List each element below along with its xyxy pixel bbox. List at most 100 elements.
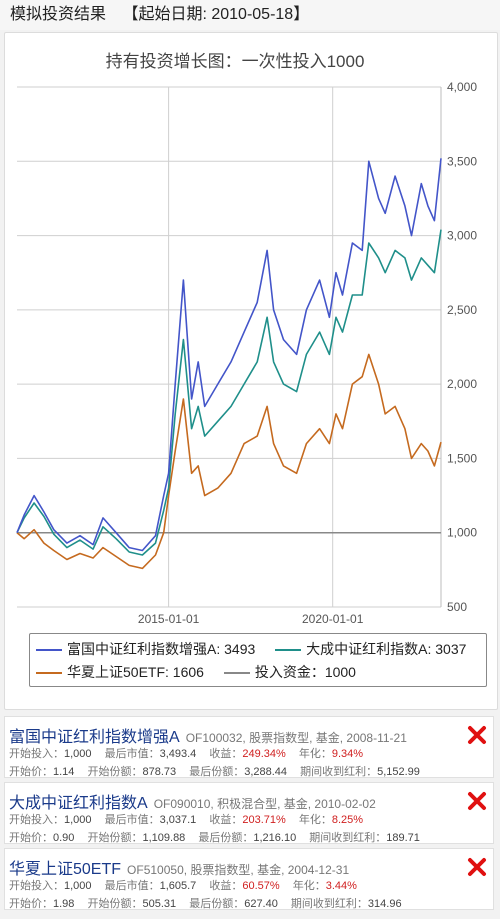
fund-stats-row: 开始投入：1,000 最后市值：1,605.7 收益：60.57% 年化：3.4… (9, 877, 367, 893)
stat-value: 3,493.4 (159, 748, 197, 760)
stat-value: 3,288.44 (244, 766, 288, 778)
stat-label: 期间收到红利： (309, 832, 387, 844)
fund-name[interactable]: 富国中证红利指数增强A (9, 729, 180, 746)
stat-value: 1,216.10 (253, 832, 297, 844)
legend-item-huaxia[interactable]: 华夏上证50ETF: 1606 (36, 661, 204, 683)
close-icon[interactable] (467, 725, 487, 745)
return-value: 249.34% (242, 748, 286, 760)
fund-share-row: 开始价：1.98 开始份额：505.31 最后份额：627.40 期间收到红利：… (9, 895, 412, 911)
stat-label: 期间收到红利： (300, 766, 378, 778)
stat-label: 开始份额： (87, 898, 143, 910)
fund-stats-row: 开始投入：1,000 最后市值：3,037.1 收益：203.71% 年化：8.… (9, 811, 373, 827)
stat-label: 年化： (298, 814, 332, 826)
annualized-value: 3.44% (325, 880, 357, 892)
stat-label: 开始投入： (9, 814, 64, 826)
stat-label: 年化： (298, 748, 332, 760)
fund-card-title: 华夏上证50ETF OF510050, 股票指数型, 基金, 2004-12-31 (9, 855, 349, 879)
y-tick-label: 1,500 (447, 451, 477, 465)
stat-value: 1.14 (53, 766, 75, 778)
stat-value: 1,109.88 (142, 832, 186, 844)
chart-legend: 富国中证红利指数增强A: 3493 大成中证红利指数A: 3037 华夏上证50… (29, 633, 487, 687)
legend-item-fuguo[interactable]: 富国中证红利指数增强A: 3493 (36, 638, 255, 660)
stat-value: 1,000 (64, 880, 92, 892)
chart-panel: 持有投资增长图：一次性投入1000 500 1,000 1,500 2,000 2,50… (4, 32, 498, 710)
fund-meta: OF100032, 股票指数型, 基金, 2008-11-21 (185, 731, 407, 745)
legend-row-2: 华夏上证50ETF: 1606 投入资金：1000 (30, 661, 366, 683)
stat-value: 189.71 (386, 832, 420, 844)
stat-label: 最后市值： (104, 748, 160, 760)
stat-value: 505.31 (142, 898, 177, 910)
chart-title: 持有投资增长图：一次性投入1000 (105, 52, 365, 71)
stat-value: 3,037.1 (159, 814, 197, 826)
series-line-2 (16, 353, 442, 570)
fund-meta: OF510050, 股票指数型, 基金, 2004-12-31 (127, 863, 350, 877)
legend-swatch (36, 672, 62, 675)
stat-value: 0.90 (53, 832, 75, 844)
legend-swatch (223, 672, 250, 675)
stat-value: 5,152.99 (377, 766, 420, 778)
stat-label: 年化： (292, 880, 326, 892)
fund-meta: OF090010, 积极混合型, 基金, 2010-02-02 (153, 797, 376, 811)
x-tick-label: 2015-01-01 (138, 612, 200, 626)
fund-card-title: 大成中证红利指数A OF090010, 积极混合型, 基金, 2010-02-02 (9, 789, 376, 813)
stat-label: 开始价： (9, 898, 53, 910)
fund-card[interactable]: 富国中证红利指数增强A OF100032, 股票指数型, 基金, 2008-11-… (4, 716, 494, 778)
y-tick-label: 3,000 (447, 229, 477, 243)
stat-label: 最后市值： (104, 814, 160, 826)
legend-label: 富国中证红利指数增强A: 3493 (67, 641, 256, 657)
return-value: 203.71% (242, 814, 286, 826)
y-tick-label: 1,000 (447, 526, 477, 540)
growth-chart: 500 1,000 1,500 2,000 2,500 3,000 3,500 4,000 20… (16, 80, 477, 626)
stat-label: 开始份额： (87, 832, 143, 844)
legend-label: 投入资金：1000 (254, 664, 356, 680)
series-line-1 (16, 229, 442, 556)
fund-card[interactable]: 华夏上证50ETF OF510050, 股票指数型, 基金, 2004-12-31… (4, 848, 494, 910)
stat-label: 最后份额： (198, 832, 254, 844)
x-tick-label: 2020-01-01 (302, 612, 364, 626)
stat-label: 收益： (209, 880, 243, 892)
close-icon[interactable] (467, 791, 487, 811)
y-tick-label: 3,500 (447, 154, 477, 168)
stat-value: 1,605.7 (159, 880, 197, 892)
stat-label: 收益： (209, 748, 243, 760)
stat-value: 878.73 (142, 766, 177, 778)
stat-label: 期间收到红利： (290, 898, 368, 910)
fund-name[interactable]: 华夏上证50ETF (9, 861, 122, 878)
stat-label: 最后市值： (104, 880, 160, 892)
return-value: 60.57% (242, 880, 280, 892)
legend-item-investment[interactable]: 投入资金：1000 (223, 661, 356, 683)
stat-label: 最后份额： (189, 766, 245, 778)
stat-label: 开始份额： (87, 766, 143, 778)
legend-label: 华夏上证50ETF: 1606 (67, 664, 204, 680)
legend-row-1: 富国中证红利指数增强A: 3493 大成中证红利指数A: 3037 (30, 638, 476, 660)
stat-value: 314.96 (367, 898, 402, 910)
fund-share-row: 开始价：1.14 开始份额：878.73 最后份额：3,288.44 期间收到红… (9, 763, 430, 779)
stat-label: 开始投入： (9, 748, 64, 760)
fund-name[interactable]: 大成中证红利指数A (9, 795, 148, 812)
y-tick-label: 500 (447, 600, 467, 614)
series-line-0 (16, 158, 442, 552)
stat-value: 1,000 (64, 748, 92, 760)
stat-value: 1,000 (64, 814, 92, 826)
annualized-value: 9.34% (331, 748, 364, 760)
fund-stats-row: 开始投入：1,000 最后市值：3,493.4 收益：249.34% 年化：9.… (9, 745, 373, 761)
stat-value: 1.98 (53, 898, 75, 910)
fund-card-title: 富国中证红利指数增强A OF100032, 股票指数型, 基金, 2008-11-… (9, 723, 407, 747)
start-date-label: 【起始日期: 2010-05-18】 (122, 6, 310, 23)
y-tick-label: 2,000 (447, 377, 477, 391)
stat-label: 开始投入： (9, 880, 64, 892)
legend-label: 大成中证红利指数A: 3037 (306, 641, 467, 657)
page-title: 模拟投资结果 (10, 6, 107, 23)
stat-label: 开始价： (9, 832, 53, 844)
annualized-value: 8.25% (331, 814, 364, 826)
stat-value: 627.40 (244, 898, 278, 910)
legend-swatch (36, 649, 62, 652)
close-icon[interactable] (467, 857, 487, 877)
legend-item-dacheng[interactable]: 大成中证红利指数A: 3037 (275, 638, 466, 660)
stat-label: 收益： (209, 814, 243, 826)
fund-share-row: 开始价：0.90 开始份额：1,109.88 最后份额：1,216.10 期间收… (9, 829, 430, 845)
stat-label: 最后份额： (189, 898, 245, 910)
legend-swatch (275, 649, 302, 652)
fund-card[interactable]: 大成中证红利指数A OF090010, 积极混合型, 基金, 2010-02-02… (4, 782, 494, 844)
y-tick-label: 2,500 (447, 303, 477, 317)
